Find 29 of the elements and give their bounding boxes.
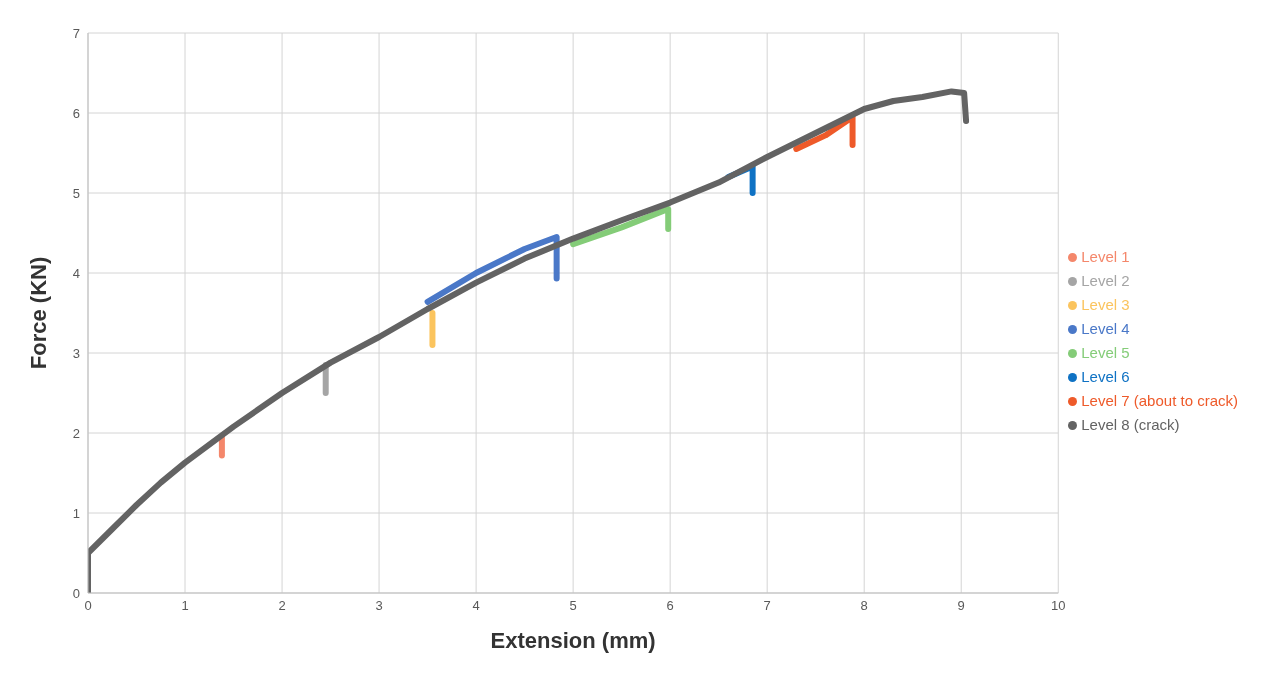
x-tick-label: 0 xyxy=(84,598,92,614)
x-tick-label: 5 xyxy=(569,598,577,614)
y-tick-label: 0 xyxy=(72,585,80,601)
y-axis-title: Force (KN) xyxy=(25,256,51,370)
legend-label: Level 5 xyxy=(1081,343,1130,361)
x-tick-label: 2 xyxy=(278,598,286,614)
x-tick-label: 10 xyxy=(1051,598,1066,614)
legend-label: Level 7 (about to crack) xyxy=(1081,391,1238,409)
y-tick-label: 5 xyxy=(72,185,80,201)
y-tick-label: 7 xyxy=(72,25,80,41)
y-tick-label: 1 xyxy=(72,505,80,521)
legend-label: Level 8 (crack) xyxy=(1081,415,1180,433)
x-axis-title: Extension (mm) xyxy=(490,628,656,653)
legend-label: Level 4 xyxy=(1081,319,1130,337)
legend-label: Level 1 xyxy=(1081,247,1130,265)
y-tick-label: 6 xyxy=(72,105,80,121)
legend-label: Level 6 xyxy=(1081,367,1130,385)
x-tick-label: 6 xyxy=(666,598,674,614)
y-tick-label: 3 xyxy=(72,345,80,361)
x-tick-label: 9 xyxy=(957,598,965,614)
x-tick-label: 4 xyxy=(472,598,480,614)
y-tick-label: 2 xyxy=(72,425,80,441)
legend-label: Level 2 xyxy=(1081,271,1130,289)
x-tick-label: 7 xyxy=(763,598,771,614)
y-tick-label: 4 xyxy=(72,265,80,281)
x-tick-label: 1 xyxy=(181,598,189,614)
legend-label: Level 3 xyxy=(1081,295,1130,313)
x-tick-label: 3 xyxy=(375,598,383,614)
x-tick-label: 8 xyxy=(860,598,868,614)
